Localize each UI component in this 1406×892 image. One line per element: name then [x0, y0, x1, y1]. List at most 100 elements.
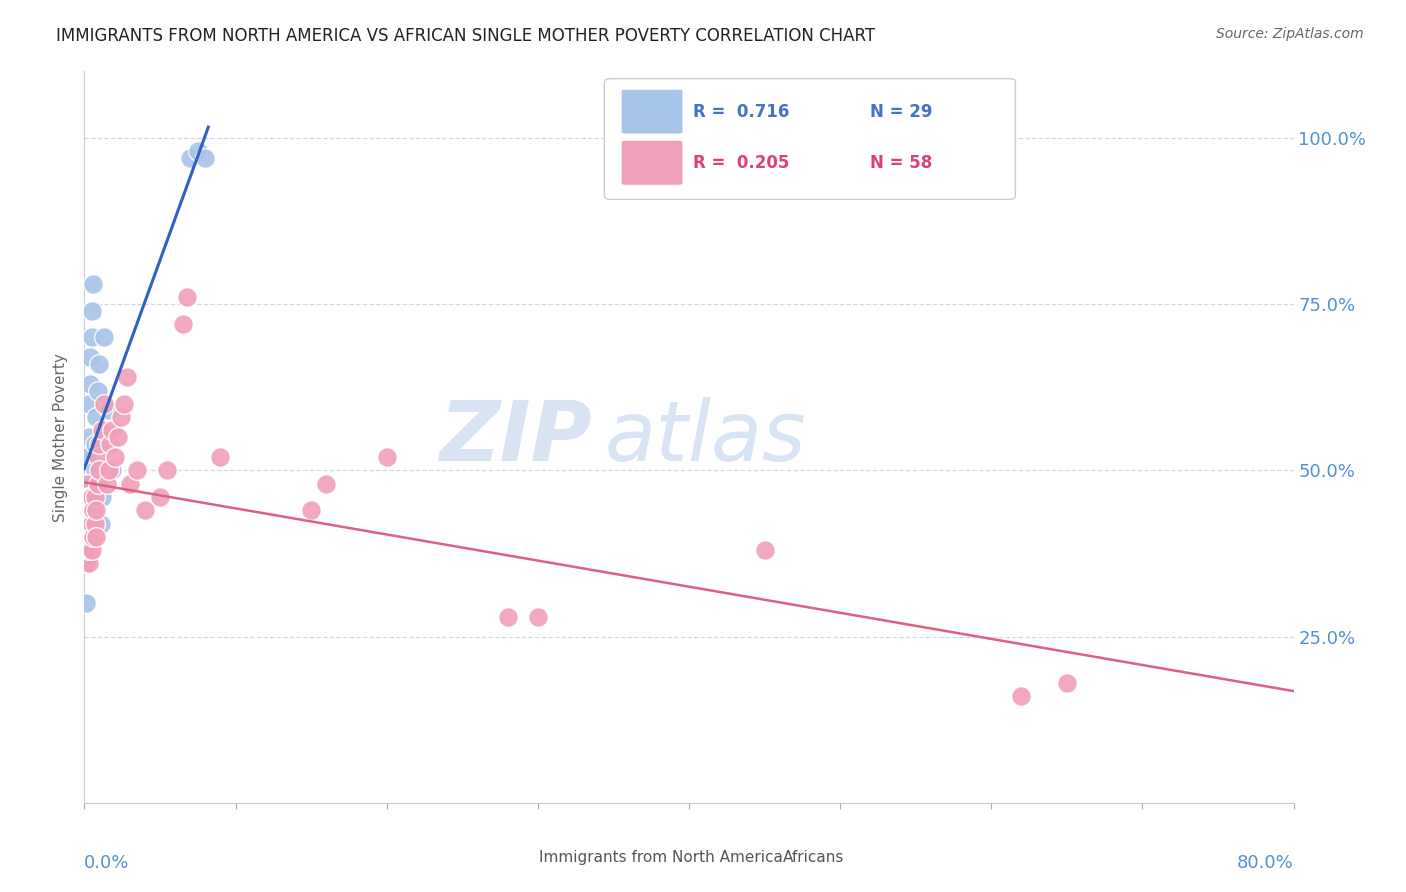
Point [176, 290, 198, 304]
Point [496, 609, 519, 624]
Point [375, 450, 398, 464]
Point [76, 543, 98, 558]
Point [75, 543, 97, 558]
Point [149, 490, 172, 504]
Point [527, 609, 550, 624]
Text: R =  0.716: R = 0.716 [693, 103, 789, 120]
Text: Africans: Africans [783, 850, 845, 865]
Point [87, 476, 110, 491]
Point [79, 376, 101, 391]
Point [76, 516, 98, 531]
Point [75, 557, 97, 571]
Point [82, 503, 104, 517]
Point [75, 490, 97, 504]
Point [91, 424, 114, 438]
Text: 80.0%: 80.0% [1237, 854, 1294, 872]
Point [115, 370, 138, 384]
Point [84, 516, 107, 531]
Point [100, 463, 122, 477]
Text: N = 29: N = 29 [870, 103, 932, 120]
Point [209, 450, 232, 464]
Point [156, 463, 179, 477]
Point [93, 397, 115, 411]
Point [79, 490, 101, 504]
Point [77, 490, 100, 504]
Point [86, 503, 108, 517]
Point [76, 476, 98, 491]
Point [77, 557, 100, 571]
Point [75, 543, 97, 558]
Point [89, 357, 111, 371]
Point [97, 463, 120, 477]
Point [77, 397, 100, 411]
Y-axis label: Single Mother Poverty: Single Mother Poverty [53, 352, 69, 522]
Point [299, 503, 322, 517]
Point [134, 503, 156, 517]
Text: R =  0.205: R = 0.205 [693, 153, 789, 172]
FancyBboxPatch shape [621, 140, 683, 186]
Point [187, 144, 209, 158]
Point [118, 476, 141, 491]
Point [82, 497, 104, 511]
Point [77, 430, 100, 444]
Point [80, 543, 103, 558]
Point [80, 516, 103, 531]
Point [89, 436, 111, 450]
Point [80, 490, 103, 504]
Point [76, 503, 98, 517]
Point [75, 557, 97, 571]
Text: Source: ZipAtlas.com: Source: ZipAtlas.com [1216, 27, 1364, 41]
Text: ZIP: ZIP [440, 397, 592, 477]
Text: atlas: atlas [605, 397, 806, 477]
Point [194, 151, 217, 165]
Point [84, 463, 107, 477]
Point [84, 490, 107, 504]
Point [80, 303, 103, 318]
Point [75, 530, 97, 544]
Point [1056, 676, 1078, 690]
Point [1011, 690, 1033, 704]
Text: Immigrants from North America: Immigrants from North America [538, 850, 783, 865]
Point [75, 516, 97, 531]
Text: 0.0%: 0.0% [84, 854, 129, 872]
Point [79, 516, 101, 531]
Point [127, 463, 149, 477]
Point [86, 530, 108, 544]
Point [172, 317, 194, 331]
Point [87, 450, 110, 464]
Point [84, 436, 107, 450]
Point [76, 476, 98, 491]
Point [110, 410, 132, 425]
Point [104, 450, 127, 464]
Text: IMMIGRANTS FROM NORTH AMERICA VS AFRICAN SINGLE MOTHER POVERTY CORRELATION CHART: IMMIGRANTS FROM NORTH AMERICA VS AFRICAN… [56, 27, 876, 45]
Text: N = 58: N = 58 [870, 153, 932, 172]
Point [75, 503, 97, 517]
Point [754, 543, 776, 558]
Point [107, 430, 129, 444]
Point [82, 530, 104, 544]
Point [100, 424, 122, 438]
Point [76, 503, 98, 517]
Point [86, 410, 108, 425]
Point [93, 330, 115, 344]
Point [97, 403, 120, 417]
Point [89, 463, 111, 477]
Point [96, 430, 118, 444]
Point [77, 543, 100, 558]
Point [98, 436, 121, 450]
Point [75, 516, 97, 531]
Point [91, 490, 114, 504]
Point [87, 384, 110, 398]
Point [315, 476, 337, 491]
Point [90, 516, 112, 531]
Point [96, 476, 118, 491]
FancyBboxPatch shape [498, 843, 536, 873]
Point [79, 351, 101, 365]
Point [76, 530, 98, 544]
Point [77, 516, 100, 531]
FancyBboxPatch shape [742, 843, 780, 873]
Point [76, 450, 98, 464]
Point [82, 277, 104, 292]
Point [75, 596, 97, 610]
Point [79, 543, 101, 558]
